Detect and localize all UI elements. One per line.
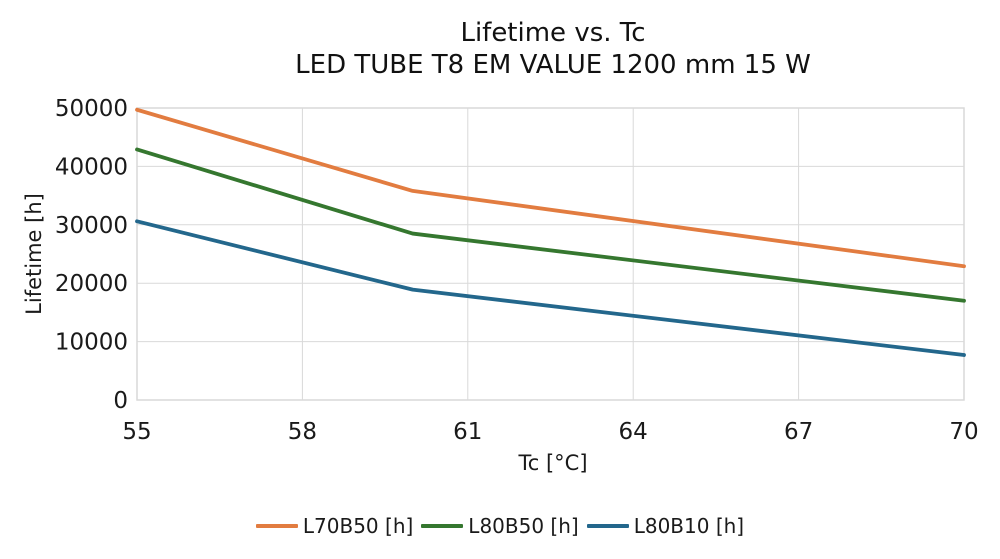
legend-line-sample [421,524,464,528]
x-axis-title: Tc [°C] [517,451,587,475]
legend-line-sample [586,524,629,528]
series-line-l80b10 [135,219,966,357]
x-tick-label: 58 [288,419,317,445]
x-tick-label: 64 [619,419,648,445]
x-tick-label: 55 [122,419,151,445]
chart-title: Lifetime vs. Tc [460,18,645,48]
x-axis-tick-labels: 55 58 61 64 67 70 [122,419,978,445]
legend-item: L80B10 [h] [586,514,745,538]
chart-subtitle: LED TUBE T8 EM VALUE 1200 mm 15 W [295,50,811,80]
legend-line-sample [255,524,298,528]
plot-border [136,107,965,401]
legend-item: L70B50 [h] [255,514,414,538]
y-axis-tick-labels: 0 10000 20000 30000 40000 50000 [55,96,128,414]
y-tick-label: 0 [113,388,128,414]
x-tick-label: 67 [784,419,813,445]
legend-item-label: L80B50 [h] [468,514,579,538]
series-lines [135,107,966,357]
y-tick-label: 40000 [55,154,128,180]
y-tick-label: 20000 [55,271,128,297]
y-tick-label: 50000 [55,96,128,122]
legend-item: L80B50 [h] [421,514,579,538]
y-axis-title: Lifetime [h] [22,193,46,315]
x-tick-label: 61 [453,419,482,445]
legend-item-label: L70B50 [h] [302,514,414,538]
legend-item-label: L80B10 [h] [633,514,745,538]
x-tick-label: 70 [949,419,978,445]
legend: L70B50 [h] L80B50 [h] L80B10 [h] [0,510,1000,542]
y-tick-label: 30000 [55,213,128,239]
series-line-l80b50 [135,147,966,303]
y-tick-label: 10000 [55,330,128,356]
series-line-l70b50 [135,107,966,269]
